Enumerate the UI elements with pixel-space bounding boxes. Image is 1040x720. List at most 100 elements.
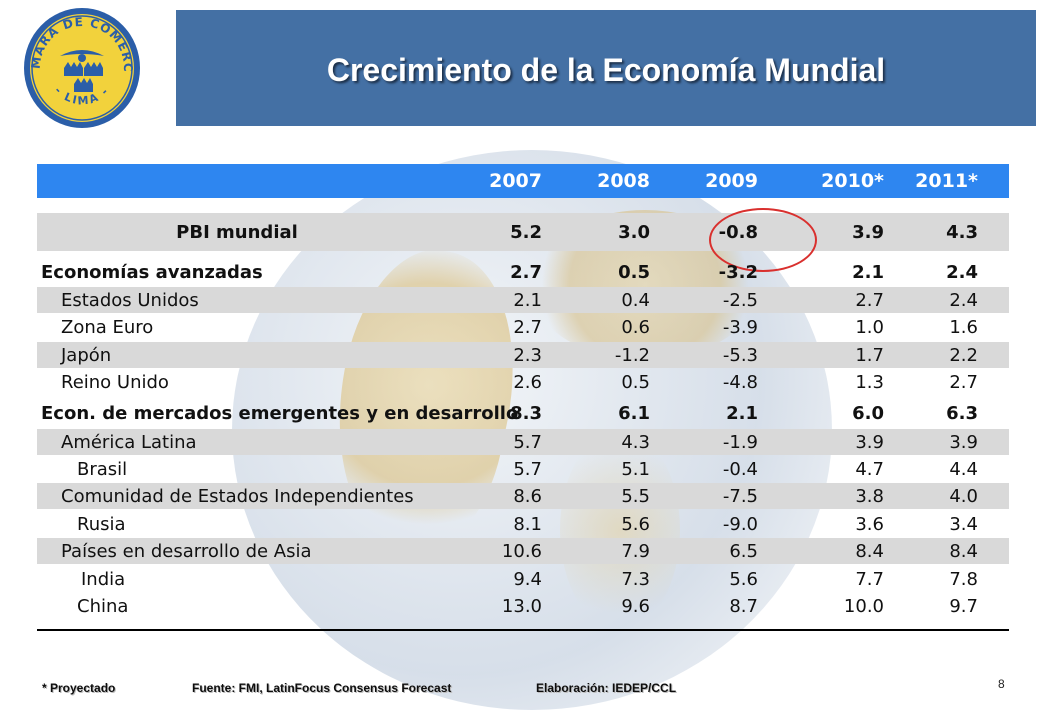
table-cell: -7.5 <box>722 485 758 507</box>
year-header: 2010* <box>821 170 884 192</box>
table-cell: 10.0 <box>843 595 884 617</box>
table-cell: 2.7 <box>949 371 978 393</box>
table-cell: 5.6 <box>621 513 650 535</box>
table-cell: 5.6 <box>729 568 758 590</box>
table-row: Zona Euro 2.7 0.6 -3.9 1.0 1.6 <box>37 314 1009 340</box>
table-cell: 1.6 <box>949 316 978 338</box>
table-row: Estados Unidos 2.1 0.4 -2.5 2.7 2.4 <box>37 287 1009 313</box>
table-cell: 6.3 <box>946 402 978 424</box>
page-number: 8 <box>998 677 1005 691</box>
table-cell: 2.4 <box>946 261 978 283</box>
table-cell: 1.3 <box>855 371 884 393</box>
table-cell: 0.5 <box>618 261 650 283</box>
table-cell: 5.1 <box>621 458 650 480</box>
page-title: Crecimiento de la Economía Mundial <box>326 52 886 88</box>
highlight-circle <box>709 208 817 272</box>
table-cell: 2.1 <box>852 261 884 283</box>
table-cell: 0.6 <box>621 316 650 338</box>
table-cell: 7.7 <box>855 568 884 590</box>
table-cell: 2.7 <box>510 261 542 283</box>
table-cell: -5.3 <box>722 344 758 366</box>
table-cell: 4.3 <box>946 221 978 243</box>
table-cell: 4.4 <box>949 458 978 480</box>
table-cell: 5.5 <box>621 485 650 507</box>
table-cell: -9.0 <box>722 513 758 535</box>
table-cell: 2.4 <box>949 289 978 311</box>
table-row: Reino Unido 2.6 0.5 -4.8 1.3 2.7 <box>37 369 1009 395</box>
table-cell: 9.4 <box>513 568 542 590</box>
table-cell: 3.0 <box>618 221 650 243</box>
row-label: India <box>81 568 126 590</box>
table-row: Economías avanzadas 2.7 0.5 -3.2 2.1 2.4 <box>37 259 1009 285</box>
table-cell: 9.6 <box>621 595 650 617</box>
table-cell: 6.1 <box>618 402 650 424</box>
globe-landmass-africa-south <box>560 430 680 630</box>
table-cell: -2.5 <box>722 289 758 311</box>
table-cell: 8.3 <box>510 402 542 424</box>
footnote-source: Fuente: FMI, LatinFocus Consensus Foreca… <box>192 681 452 695</box>
row-label: Economías avanzadas <box>41 261 263 283</box>
table-cell: -4.8 <box>722 371 758 393</box>
table-cell: 8.6 <box>513 485 542 507</box>
table-cell: 0.5 <box>621 371 650 393</box>
table-row: Países en desarrollo de Asia 10.6 7.9 6.5 8.… <box>37 538 1009 564</box>
table-cell: 8.7 <box>729 595 758 617</box>
table-cell: 10.6 <box>501 540 542 562</box>
table-cell: -0.4 <box>722 458 758 480</box>
table-cell: 4.0 <box>949 485 978 507</box>
table-cell: 0.4 <box>621 289 650 311</box>
table-cell: 5.7 <box>513 431 542 453</box>
row-label: América Latina <box>61 431 197 453</box>
table-row: China 13.0 9.6 8.7 10.0 9.7 <box>37 593 1009 619</box>
table-cell: 3.9 <box>852 221 884 243</box>
row-label: PBI mundial <box>176 221 298 243</box>
table-cell: 2.7 <box>855 289 884 311</box>
table-cell: 3.6 <box>855 513 884 535</box>
year-header: 2007 <box>489 170 542 192</box>
table-cell: 7.9 <box>621 540 650 562</box>
table-cell: 2.7 <box>513 316 542 338</box>
table-cell: 7.8 <box>949 568 978 590</box>
row-label: Estados Unidos <box>61 289 199 311</box>
table-cell: 3.9 <box>949 431 978 453</box>
table-cell: 2.1 <box>726 402 758 424</box>
table-cell: 1.7 <box>855 344 884 366</box>
table-bottom-rule <box>37 629 1009 631</box>
table-cell: -3.9 <box>722 316 758 338</box>
table-row: Comunidad de Estados Independientes 8.6 5.… <box>37 483 1009 509</box>
table-cell: 6.0 <box>852 402 884 424</box>
table-row: Japón 2.3 -1.2 -5.3 1.7 2.2 <box>37 342 1009 368</box>
table-cell: 2.1 <box>513 289 542 311</box>
table-cell: 2.3 <box>513 344 542 366</box>
table-cell: 1.0 <box>855 316 884 338</box>
table-cell: 7.3 <box>621 568 650 590</box>
table-cell: 5.7 <box>513 458 542 480</box>
footnote-projected: * Proyectado <box>42 681 116 695</box>
table-cell: 4.7 <box>855 458 884 480</box>
table-cell: 5.2 <box>510 221 542 243</box>
row-label: China <box>77 595 129 617</box>
footnote-credit: Elaboración: IEDEP/CCL <box>536 681 677 695</box>
table-row-pbi-mundial: PBI mundial 5.2 3.0 -0.8 3.9 4.3 <box>37 213 1009 251</box>
table-header-row: 2007 2008 2009 2010* 2011* <box>37 164 1009 198</box>
year-header: 2009 <box>705 170 758 192</box>
table-cell: 8.1 <box>513 513 542 535</box>
table-cell: -1.9 <box>722 431 758 453</box>
table-cell: 6.5 <box>729 540 758 562</box>
table-row: Brasil 5.7 5.1 -0.4 4.7 4.4 <box>37 456 1009 482</box>
table-cell: 13.0 <box>501 595 542 617</box>
year-header: 2011* <box>915 170 978 192</box>
table-cell: 3.9 <box>855 431 884 453</box>
table-cell: -3.2 <box>718 261 758 283</box>
table-row: América Latina 5.7 4.3 -1.9 3.9 3.9 <box>37 429 1009 455</box>
table-cell: 3.4 <box>949 513 978 535</box>
year-header: 2008 <box>597 170 650 192</box>
row-label: Rusia <box>77 513 126 535</box>
row-label: Zona Euro <box>61 316 154 338</box>
table-row: Econ. de mercados emergentes y en desarr… <box>37 400 1009 426</box>
table-cell: 9.7 <box>949 595 978 617</box>
table-row: Rusia 8.1 5.6 -9.0 3.6 3.4 <box>37 511 1009 537</box>
table-cell: 4.3 <box>621 431 650 453</box>
row-label: Econ. de mercados emergentes y en desarr… <box>41 402 519 424</box>
row-label: Reino Unido <box>61 371 169 393</box>
